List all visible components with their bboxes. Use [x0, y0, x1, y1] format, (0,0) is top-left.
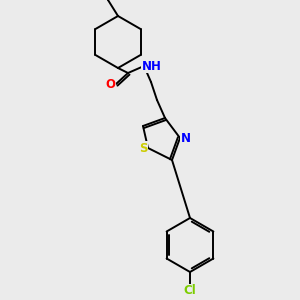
Text: O: O	[105, 79, 115, 92]
Text: NH: NH	[142, 59, 162, 73]
Text: S: S	[139, 142, 147, 154]
Text: N: N	[181, 131, 191, 145]
Text: Cl: Cl	[184, 284, 196, 298]
